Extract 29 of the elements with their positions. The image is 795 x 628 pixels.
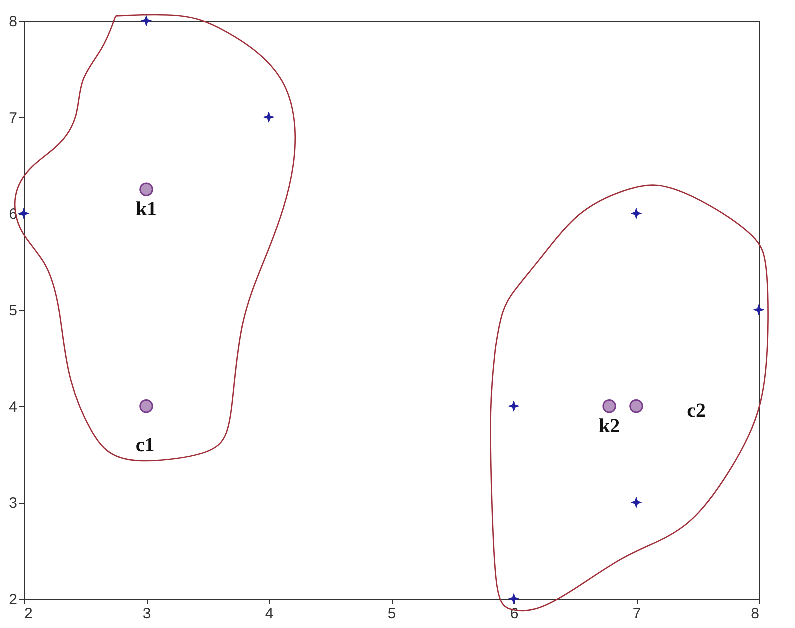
- annotation: k1: [136, 198, 158, 221]
- point: [630, 399, 644, 414]
- annotation: k2: [598, 415, 620, 438]
- x-tick-label: 7: [632, 606, 642, 622]
- y-tick-label: 4: [9, 398, 18, 416]
- x-tick-label: 2: [24, 606, 33, 622]
- y-tick-label: 2: [9, 592, 18, 608]
- point: [141, 16, 152, 26]
- point: [602, 399, 616, 414]
- x-tick-label: 5: [388, 606, 396, 622]
- point: [631, 208, 642, 220]
- point: [140, 182, 154, 196]
- point: [508, 400, 520, 412]
- y-tick-label: 7: [9, 110, 18, 127]
- annotation: c1: [136, 434, 155, 457]
- x-tick-label: 6: [510, 606, 519, 622]
- y-tick-label: 8: [9, 14, 18, 30]
- x-tick-label: 4: [265, 606, 274, 622]
- y-tick-label: 5: [9, 302, 18, 320]
- point: [754, 304, 764, 316]
- x-tick-label: 3: [142, 606, 152, 622]
- x-tick-label: 8: [751, 606, 760, 622]
- point: [264, 112, 274, 123]
- point: [508, 594, 520, 604]
- point: [631, 497, 642, 508]
- y-tick-label: 3: [9, 495, 18, 512]
- point: [140, 399, 154, 414]
- point: [18, 208, 30, 220]
- annotation: c2: [687, 400, 706, 422]
